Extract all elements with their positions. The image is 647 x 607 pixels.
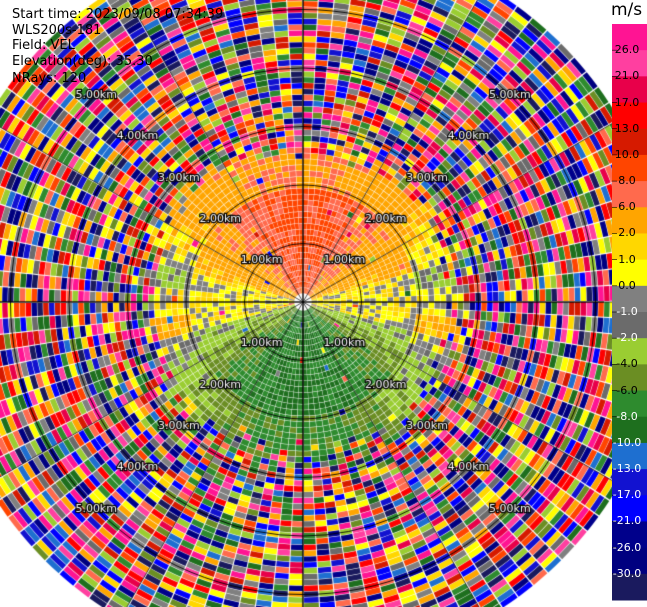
colorbar-tick-label: 13.0 xyxy=(614,121,640,135)
colorbar-bin xyxy=(612,207,647,234)
colorbar-bin xyxy=(612,76,647,104)
colorbar-tick-label: 17.0 xyxy=(614,95,640,109)
field-label: Field: VEL xyxy=(12,38,75,53)
colorbar-bin xyxy=(612,181,647,208)
elevation-label: Elevation(deg): 35.30 xyxy=(12,54,153,69)
velocity-colorbar xyxy=(612,24,647,601)
colorbar-tick-label: -6.0 xyxy=(616,383,638,397)
colorbar-bin xyxy=(612,285,647,313)
colorbar-tick-label: 8.0 xyxy=(618,174,636,188)
start-time-label: Start time: 2023/09/08 07:34:39 xyxy=(12,7,224,22)
colorbar-bin xyxy=(612,442,647,470)
colorbar-tick-label: 10.0 xyxy=(614,147,640,161)
colorbar-tick-label: -4.0 xyxy=(616,357,638,371)
colorbar-tick-label: 6.0 xyxy=(618,200,636,214)
colorbar-tick-label: -8.0 xyxy=(616,409,638,423)
colorbar-bin xyxy=(612,154,647,182)
colorbar-bin xyxy=(612,416,647,444)
colorbar-bin xyxy=(612,547,647,575)
colorbar-tick-label: 21.0 xyxy=(614,69,640,83)
colorbar-bin xyxy=(612,521,647,549)
instrument-label: WLS200s-181 xyxy=(12,23,102,38)
colorbar-tick-label: -17.0 xyxy=(612,488,642,502)
nrays-label: NRays: 120 xyxy=(12,71,87,86)
colorbar-bin xyxy=(612,50,647,77)
colorbar-bin xyxy=(612,102,647,130)
colorbar-tick-label: -10.0 xyxy=(612,435,642,449)
colorbar-bin xyxy=(612,24,647,51)
colorbar-bin xyxy=(612,312,647,339)
colorbar-bin xyxy=(612,390,647,418)
colorbar-tick-label: -1.0 xyxy=(616,305,638,318)
colorbar-bin xyxy=(612,338,647,365)
colorbar-bin xyxy=(612,128,647,156)
colorbar-bin xyxy=(612,364,647,392)
colorbar-tick-label: -26.0 xyxy=(612,540,642,554)
colorbar-tick-label: -13.0 xyxy=(612,462,642,476)
colorbar-bin xyxy=(612,469,647,496)
colorbar-bin xyxy=(612,233,647,261)
colorbar-bin xyxy=(612,573,647,601)
colorbar-bin xyxy=(612,495,647,522)
colorbar-tick-label: 2.0 xyxy=(618,226,636,240)
colorbar-bin xyxy=(612,259,647,287)
colorbar-tick-label: 26.0 xyxy=(614,43,640,57)
colorbar-unit-label: m/s xyxy=(611,0,643,20)
colorbar-tick-label: -2.0 xyxy=(616,331,638,345)
colorbar-tick-label: 1.0 xyxy=(618,252,636,266)
colorbar-tick-label: -30.0 xyxy=(612,566,642,580)
colorbar-tick-label: -21.0 xyxy=(612,514,642,528)
colorbar-tick-label: 0.0 xyxy=(618,278,636,292)
